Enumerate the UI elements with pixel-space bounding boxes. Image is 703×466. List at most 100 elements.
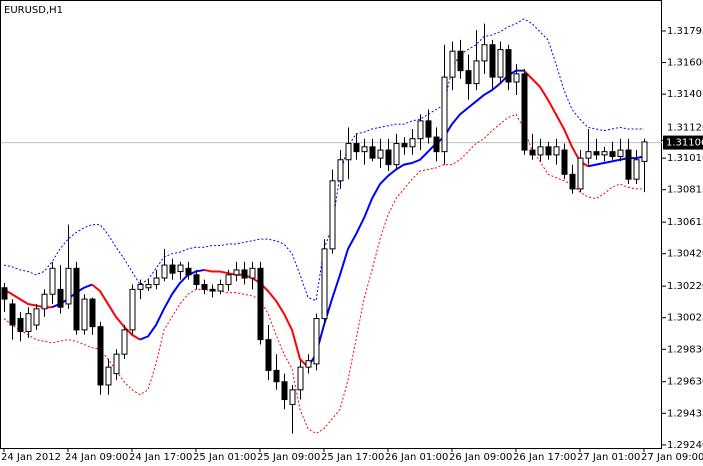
candle-body [57, 288, 64, 308]
candle-body [49, 267, 56, 295]
candle-body [233, 269, 240, 276]
y-tick-label: 1.29630 [667, 377, 703, 388]
y-tick-label: 1.31405 [667, 89, 703, 100]
candle-body [241, 269, 248, 279]
candle-body [425, 120, 432, 138]
candle-body [433, 136, 440, 153]
candle-body [561, 149, 568, 175]
y-tick-label: 1.29830 [667, 344, 703, 355]
x-tick-label: 24 Jan 2012 [1, 452, 61, 463]
candle-body [105, 366, 112, 386]
candle-body [625, 149, 632, 180]
candle-body [505, 49, 512, 83]
band-line [3, 18, 644, 302]
candle-body [193, 274, 200, 286]
candle-body [185, 267, 192, 276]
candle-body [289, 389, 296, 405]
y-tick-label: 1.30420 [667, 249, 703, 260]
candle-body [249, 267, 256, 279]
candle-body [569, 173, 576, 190]
candle-body [361, 146, 368, 153]
candle-body [25, 313, 32, 333]
x-tick-label: 27 Jan 01:00 [577, 452, 640, 463]
candle-body [601, 151, 608, 156]
band-line [3, 113, 644, 435]
candle-body [537, 146, 544, 156]
candle-body [337, 159, 344, 182]
indicator-line [203, 268, 309, 368]
y-tick-label: 1.29240 [667, 440, 703, 451]
candle-body [121, 329, 128, 355]
candle-body [281, 381, 288, 401]
candle-body [385, 149, 392, 166]
x-tick-label: 24 Jan 17:00 [129, 452, 192, 463]
candle-body [577, 157, 584, 190]
x-tick-label: 26 Jan 01:00 [385, 452, 448, 463]
candle-body [73, 267, 80, 331]
candle-body [521, 73, 528, 151]
y-tick-label: 1.31600 [667, 58, 703, 69]
candle-body [9, 303, 16, 326]
x-tick-label: 25 Jan 17:00 [321, 452, 384, 463]
candle-body [321, 248, 328, 320]
candle-body [201, 284, 208, 290]
candle-body [481, 44, 488, 62]
candle-body [641, 141, 648, 162]
candle-body [489, 44, 496, 78]
candle-body [513, 73, 520, 83]
candle-body [593, 151, 600, 156]
candle-body [209, 288, 216, 292]
candle-body [153, 277, 160, 286]
y-tick-label: 1.29435 [667, 408, 703, 419]
candle-body [465, 70, 472, 85]
candle-body [41, 293, 48, 310]
chart-title: EURUSD,H1 [4, 5, 63, 16]
x-tick-label: 26 Jan 17:00 [513, 452, 576, 463]
candle-body [529, 149, 536, 156]
candle-body [345, 143, 352, 161]
candle-body [409, 138, 416, 148]
candle-body [169, 264, 176, 274]
candle-body [329, 180, 336, 250]
x-tick-label: 26 Jan 09:00 [449, 452, 512, 463]
candle-body [177, 264, 184, 273]
indicator-line [587, 155, 645, 168]
y-tick-label: 1.30815 [667, 185, 703, 196]
x-tick-label: 24 Jan 09:00 [65, 452, 128, 463]
candle-body [265, 339, 272, 371]
indicator-line [307, 69, 524, 368]
candle-body [441, 76, 448, 153]
candle-body [297, 366, 304, 391]
candle-body [377, 149, 384, 159]
candle-body [353, 143, 360, 153]
candle-body [17, 318, 24, 333]
candle-body [617, 149, 624, 158]
candle-body [545, 146, 552, 156]
candle-body [97, 326, 104, 386]
candle-body [313, 318, 320, 365]
candle-body [553, 146, 560, 156]
x-tick-label: 25 Jan 09:00 [257, 452, 320, 463]
candle-body [633, 159, 640, 180]
candle-body [497, 49, 504, 78]
y-tick-label: 1.31010 [667, 153, 703, 164]
x-tick-label: 27 Jan 09:00 [641, 452, 703, 463]
y-tick-label: 1.30615 [667, 217, 703, 228]
candle-body [81, 298, 88, 331]
candle-body [129, 288, 136, 331]
indicator-line [523, 69, 589, 168]
candle-body [145, 284, 152, 289]
current-price-box [663, 135, 703, 150]
y-tick-label: 1.30220 [667, 281, 703, 292]
candle-body [137, 284, 144, 290]
candle-body [473, 60, 480, 85]
candle-body [305, 360, 312, 368]
candle-body [113, 353, 120, 375]
candle-body [273, 369, 280, 383]
x-tick-label: 25 Jan 01:00 [193, 452, 256, 463]
y-tick-label: 1.31795 [667, 26, 703, 37]
y-tick-label: 1.31120 [667, 123, 703, 134]
indicator-line [139, 268, 205, 341]
